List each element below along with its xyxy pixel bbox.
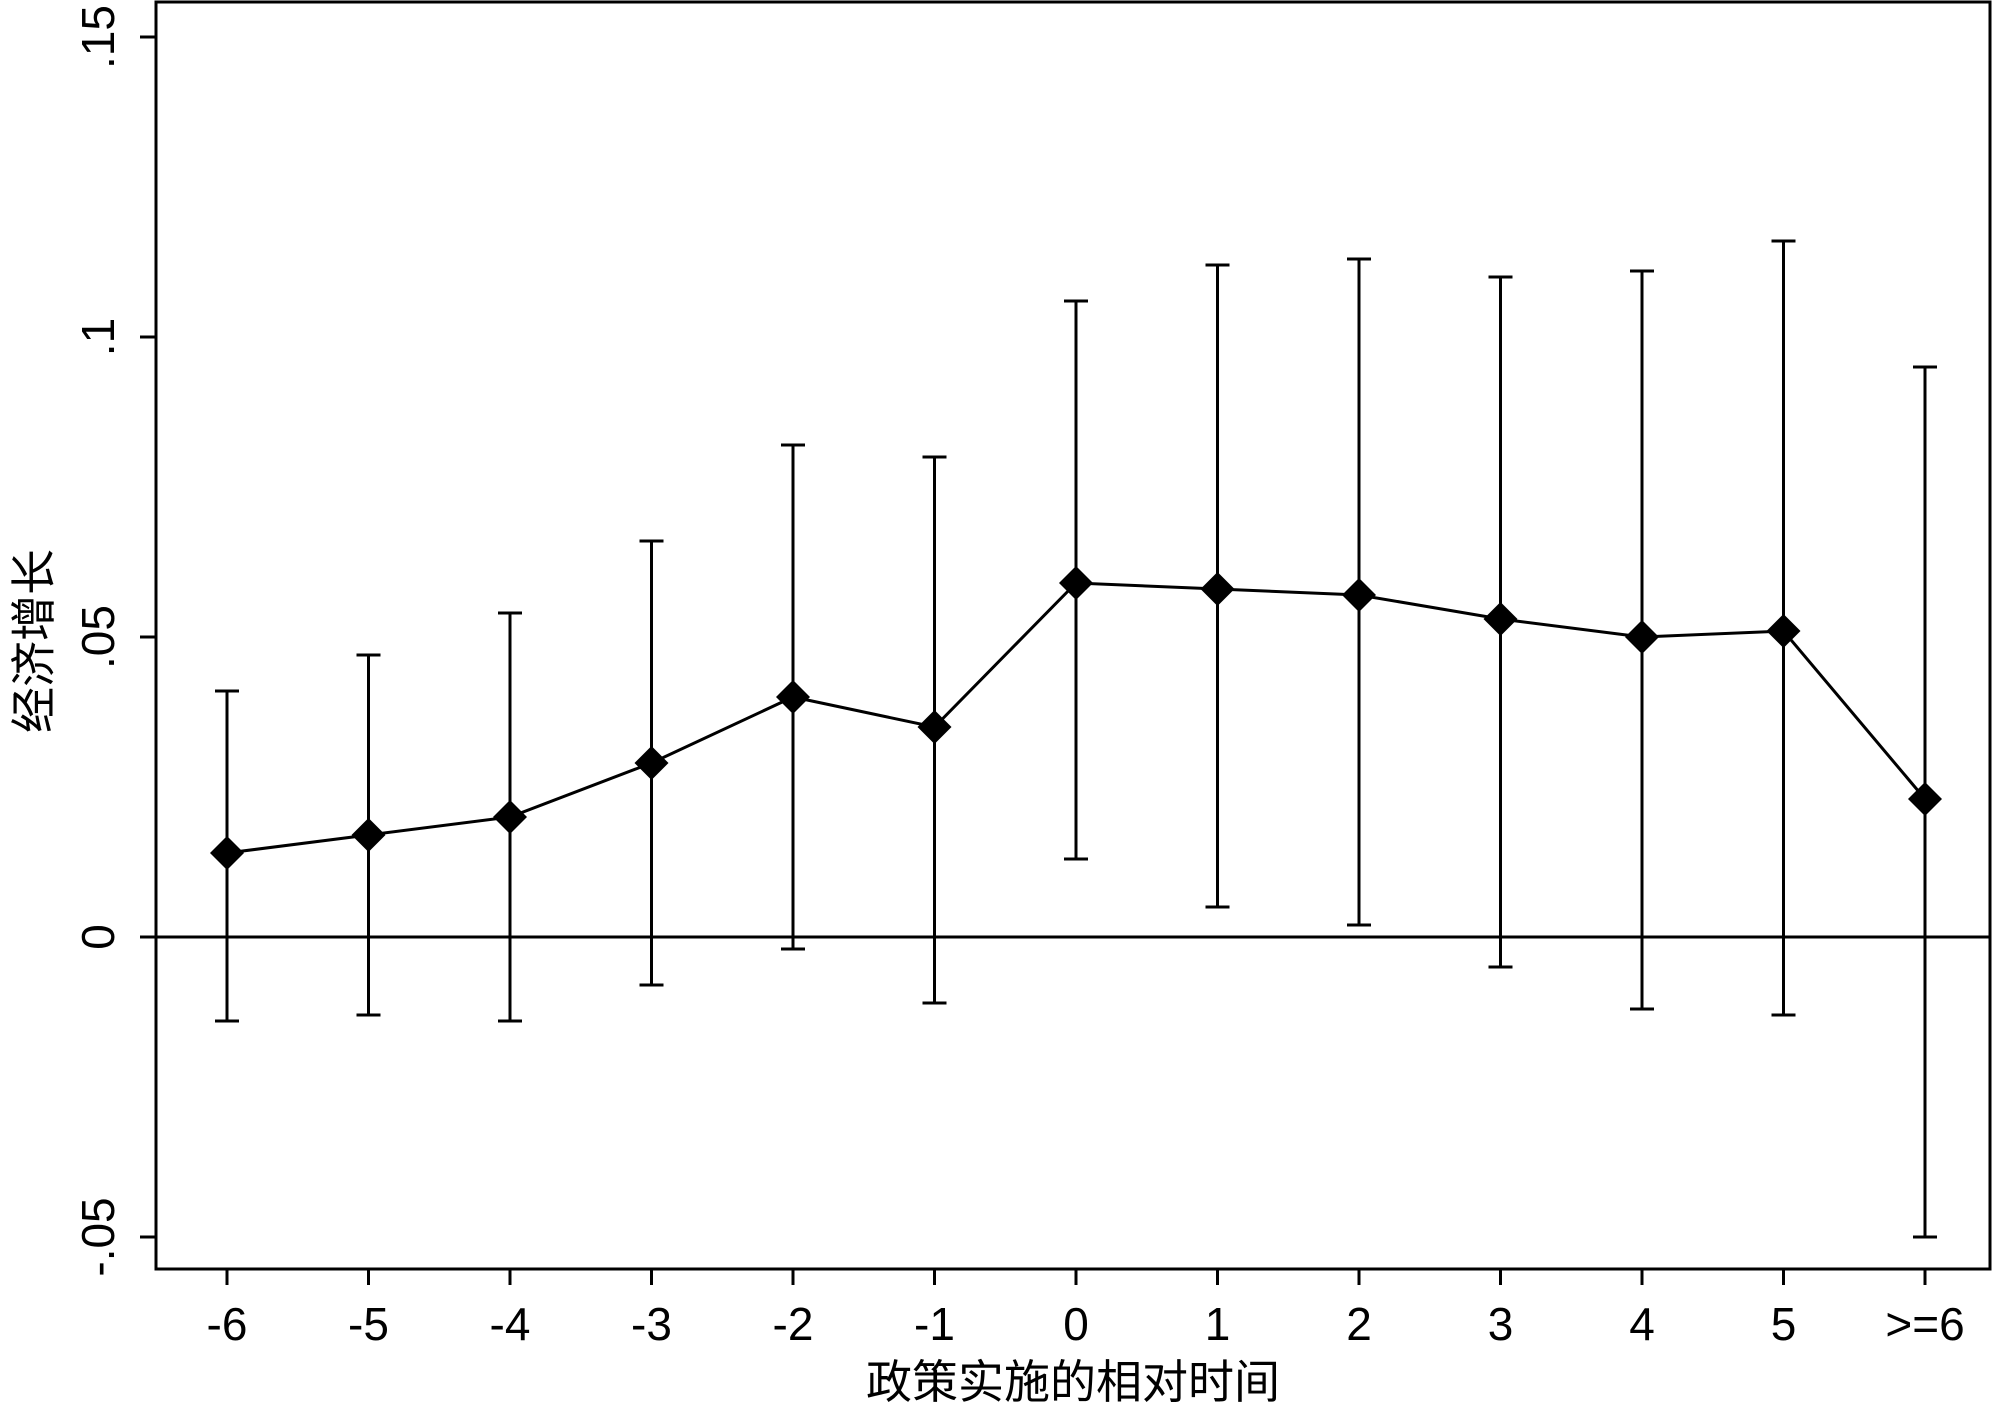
point-marker: [776, 680, 810, 714]
point-marker: [1483, 602, 1518, 636]
point-markers: [210, 566, 1942, 870]
x-tick-label: 5: [1771, 1298, 1797, 1350]
point-marker: [1200, 572, 1235, 606]
point-marker: [1908, 782, 1942, 816]
x-axis-title: 政策实施的相对时间: [866, 1355, 1280, 1409]
point-marker: [210, 836, 244, 870]
x-tick-label: -3: [631, 1298, 672, 1350]
y-tick-label: .15: [72, 5, 124, 69]
y-tick-label: 0: [72, 924, 124, 950]
y-tick-label: -.05: [72, 1197, 124, 1276]
plot-frame: [154, 0, 1992, 1271]
x-tick-label: -2: [773, 1298, 814, 1350]
x-tick-label: -6: [207, 1298, 248, 1350]
point-marker: [1625, 620, 1659, 654]
y-axis-ticks: -.05 0 .05 .1 .15: [72, 5, 156, 1277]
y-tick-label: .05: [72, 605, 124, 669]
x-tick-label: 4: [1629, 1298, 1655, 1350]
x-tick-label: >=6: [1885, 1298, 1964, 1350]
x-tick-label: -1: [914, 1298, 955, 1350]
x-axis-ticks: -6 -5 -4 -3 -2 -1 0 1 2 3 4 5 >=6: [207, 1269, 1965, 1350]
point-marker: [1766, 614, 1801, 648]
x-tick-label: 2: [1346, 1298, 1372, 1350]
x-tick-label: -5: [348, 1298, 389, 1350]
point-marker: [351, 818, 386, 852]
x-tick-label: -4: [490, 1298, 531, 1350]
y-tick-label: .1: [72, 318, 124, 356]
x-tick-label: 3: [1488, 1298, 1514, 1350]
point-marker: [1342, 578, 1376, 612]
point-marker: [917, 710, 952, 744]
point-marker: [634, 746, 669, 780]
x-tick-label: 0: [1063, 1298, 1089, 1350]
confidence-intervals: [215, 239, 1937, 1239]
y-axis-title: 经济增长: [7, 549, 61, 733]
point-marker: [493, 800, 527, 834]
x-tick-label: 1: [1205, 1298, 1231, 1350]
point-marker: [1059, 566, 1093, 600]
